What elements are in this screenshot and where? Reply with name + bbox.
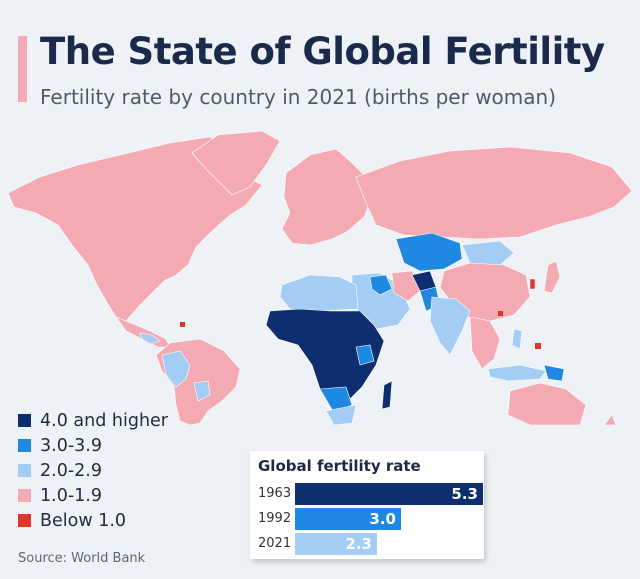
title-accent-bar — [18, 36, 27, 102]
panel-title: Global fertility rate — [258, 457, 421, 475]
row-year: 1963 — [258, 486, 292, 501]
panel-row: 2021 2.3 — [250, 533, 484, 555]
region-kenya — [355, 344, 375, 366]
region-iraq — [369, 274, 393, 296]
world-map — [7, 130, 633, 425]
rate-bar: 5.3 — [295, 483, 483, 505]
legend: 4.0 and higher 3.0-3.9 2.0-2.9 1.0-1.9 B… — [18, 408, 168, 533]
region-micronesia — [535, 343, 541, 349]
region-central-america — [115, 316, 171, 348]
region-central-america-light — [139, 332, 161, 345]
region-puerto-rico — [180, 322, 185, 327]
row-year: 2021 — [258, 536, 292, 551]
legend-label: 4.0 and higher — [40, 410, 168, 431]
region-south-america-light — [161, 350, 191, 388]
legend-label: 1.0-1.9 — [40, 485, 102, 506]
region-png — [543, 364, 565, 382]
region-south-america — [155, 338, 241, 425]
legend-item: 1.0-1.9 — [18, 483, 168, 508]
rate-bar: 2.3 — [295, 533, 377, 555]
region-southern-africa-mid — [319, 386, 353, 414]
region-north-africa — [279, 274, 359, 312]
global-fertility-panel: Global fertility rate 1963 5.3 1992 3.0 … — [250, 451, 484, 559]
region-southeast-asia — [469, 316, 501, 370]
panel-row: 1963 5.3 — [250, 483, 484, 505]
page-subtitle: Fertility rate by country in 2021 (birth… — [40, 85, 557, 109]
region-australia — [507, 382, 587, 425]
row-year: 1992 — [258, 511, 292, 526]
region-central-asia — [395, 232, 463, 272]
legend-swatch-light — [18, 464, 31, 477]
region-india — [429, 296, 471, 356]
region-new-zealand — [603, 414, 617, 425]
region-north-america — [7, 136, 263, 322]
legend-swatch-red — [18, 514, 31, 527]
legend-label: Below 1.0 — [40, 510, 127, 531]
rate-bar: 3.0 — [295, 508, 401, 530]
page-title: The State of Global Fertility — [40, 30, 605, 73]
legend-swatch-pink — [18, 489, 31, 502]
legend-item: Below 1.0 — [18, 508, 168, 533]
region-madagascar — [381, 380, 393, 410]
region-sub-saharan-africa — [265, 308, 385, 408]
region-japan — [543, 260, 561, 294]
legend-item: 4.0 and higher — [18, 408, 168, 433]
rate-value: 5.3 — [451, 485, 478, 503]
region-hongkong-macau — [498, 311, 503, 316]
region-europe — [281, 148, 373, 246]
region-south-africa — [325, 404, 357, 425]
source-note: Source: World Bank — [18, 551, 146, 566]
legend-label: 3.0-3.9 — [40, 435, 102, 456]
region-indonesia — [487, 364, 547, 382]
legend-label: 2.0-2.9 — [40, 460, 102, 481]
region-iran — [391, 270, 421, 302]
rate-value: 3.0 — [369, 510, 396, 528]
region-south-america-light-2 — [193, 380, 211, 402]
region-korea — [529, 278, 536, 290]
legend-swatch-dark — [18, 414, 31, 427]
legend-item: 3.0-3.9 — [18, 433, 168, 458]
region-philippines — [511, 328, 523, 350]
rate-value: 2.3 — [345, 535, 372, 553]
region-mongolia — [461, 240, 515, 266]
region-greenland — [191, 130, 281, 196]
panel-row: 1992 3.0 — [250, 508, 484, 530]
legend-item: 2.0-2.9 — [18, 458, 168, 483]
region-russia — [355, 146, 633, 240]
legend-swatch-mid — [18, 439, 31, 452]
